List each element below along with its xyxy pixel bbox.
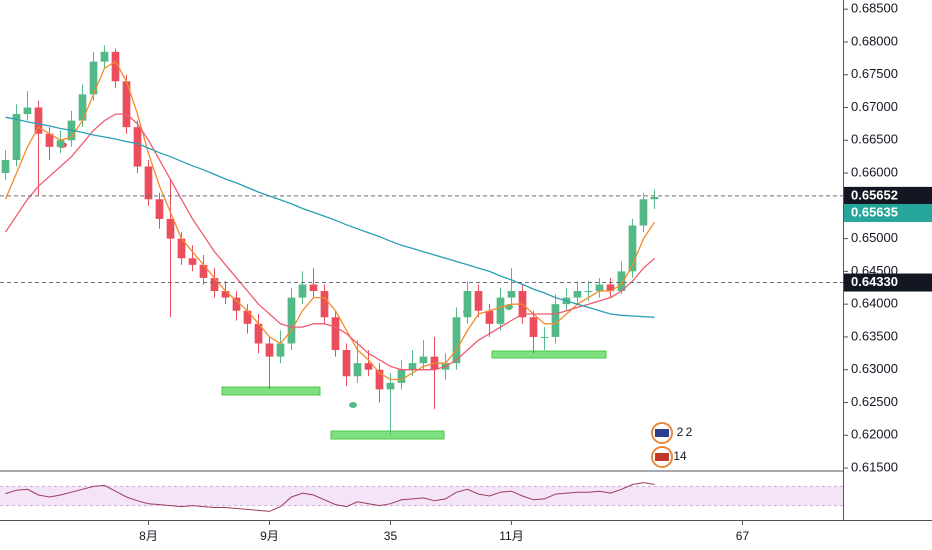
candle-body xyxy=(309,284,318,292)
event-label: 2 xyxy=(677,425,684,439)
price-label-bg xyxy=(844,186,932,205)
x-tick-label: 67 xyxy=(736,529,750,543)
y-tick-label: 0.62000 xyxy=(851,427,898,442)
candle-body xyxy=(210,277,219,292)
candle-body xyxy=(551,304,560,337)
candle-body xyxy=(540,336,549,338)
candle-body xyxy=(287,297,296,344)
candle-body xyxy=(78,94,87,121)
candle-body xyxy=(474,291,483,311)
candle-body xyxy=(606,284,615,292)
marker xyxy=(349,402,357,408)
candle-body xyxy=(386,382,395,390)
candle-body xyxy=(1,159,10,174)
x-tick-label: 8月 xyxy=(139,529,158,543)
candle-body xyxy=(397,369,406,383)
candle-body xyxy=(639,199,648,226)
candle-body xyxy=(276,343,285,357)
y-tick-label: 0.64000 xyxy=(851,296,898,311)
y-tick-label: 0.62500 xyxy=(851,394,898,409)
candle-body xyxy=(122,81,131,128)
candle-body xyxy=(199,264,208,278)
candle-body xyxy=(89,61,98,95)
candle-body xyxy=(584,291,593,293)
event-label: 2 xyxy=(686,425,693,439)
candle-body xyxy=(419,356,428,364)
annotations xyxy=(57,142,607,440)
candle-body xyxy=(375,369,384,390)
candle-body xyxy=(34,107,43,134)
candle-body xyxy=(408,363,417,370)
price-label: 0.64330 xyxy=(851,274,898,289)
candle-body xyxy=(529,317,538,337)
candle-body xyxy=(485,310,494,324)
event-flag xyxy=(655,453,669,461)
candle-body xyxy=(111,51,120,82)
rsi-line xyxy=(5,482,655,512)
zone-box xyxy=(491,350,607,359)
y-tick-label: 0.63500 xyxy=(851,328,898,343)
candle-body xyxy=(452,317,461,364)
candle-body xyxy=(243,310,252,324)
y-tick-label: 0.66500 xyxy=(851,132,898,147)
candle-body xyxy=(56,140,65,147)
candle-body xyxy=(221,291,230,298)
y-tick-label: 0.66000 xyxy=(851,164,898,179)
candle-body xyxy=(628,225,637,272)
y-tick-label: 0.61500 xyxy=(851,459,898,474)
moving-average-line xyxy=(5,116,655,318)
candle-body xyxy=(45,133,54,147)
y-tick-label: 0.63000 xyxy=(851,361,898,376)
moving-average-line xyxy=(4,60,656,381)
candle-body xyxy=(166,218,175,239)
candle-body xyxy=(298,284,307,298)
candle-body xyxy=(232,297,241,311)
y-tick-label: 0.65000 xyxy=(851,230,898,245)
x-tick-label: 9月 xyxy=(260,529,279,543)
plot-layer: 0.65652 0.64330 0.65635 2 2 14 xyxy=(0,45,932,512)
y-tick-label: 0.67000 xyxy=(851,99,898,114)
price-label: 0.65652 xyxy=(851,187,898,202)
candle-body xyxy=(650,196,659,200)
candle-body xyxy=(100,51,109,62)
candle-body xyxy=(364,363,373,370)
candle-body xyxy=(320,291,329,318)
candle-body xyxy=(12,114,21,160)
candle-body xyxy=(265,343,274,357)
zone-box xyxy=(330,430,445,440)
candle-body xyxy=(144,166,153,200)
rsi-band xyxy=(0,486,843,506)
y-tick-label: 0.68000 xyxy=(851,33,898,48)
x-tick-label: 11月 xyxy=(499,529,523,543)
last-price-bg xyxy=(844,203,932,222)
y-tick-label: 0.68500 xyxy=(851,1,898,16)
x-tick-label: 35 xyxy=(384,529,398,543)
candle-body xyxy=(353,363,362,377)
candle-body xyxy=(573,291,582,298)
candle-body xyxy=(23,107,32,115)
y-tick-label: 0.67500 xyxy=(851,66,898,81)
candle-body xyxy=(507,291,516,298)
candle-body xyxy=(177,238,186,259)
moving-average-line xyxy=(4,113,655,371)
last-price-label: 0.65635 xyxy=(851,204,898,219)
price-label-bg xyxy=(844,273,932,292)
candle-body xyxy=(188,258,197,265)
candle-body xyxy=(463,291,472,318)
candle-body xyxy=(595,284,604,292)
candle-body xyxy=(133,127,142,167)
candle-body xyxy=(254,323,263,344)
candle-body xyxy=(617,271,626,292)
candle-body xyxy=(496,297,505,324)
candle-body xyxy=(331,317,340,351)
zone-box xyxy=(221,386,321,396)
event-label: 14 xyxy=(673,449,687,463)
candle-body xyxy=(155,199,164,219)
event-flag xyxy=(655,429,669,437)
candle-body xyxy=(342,350,351,377)
